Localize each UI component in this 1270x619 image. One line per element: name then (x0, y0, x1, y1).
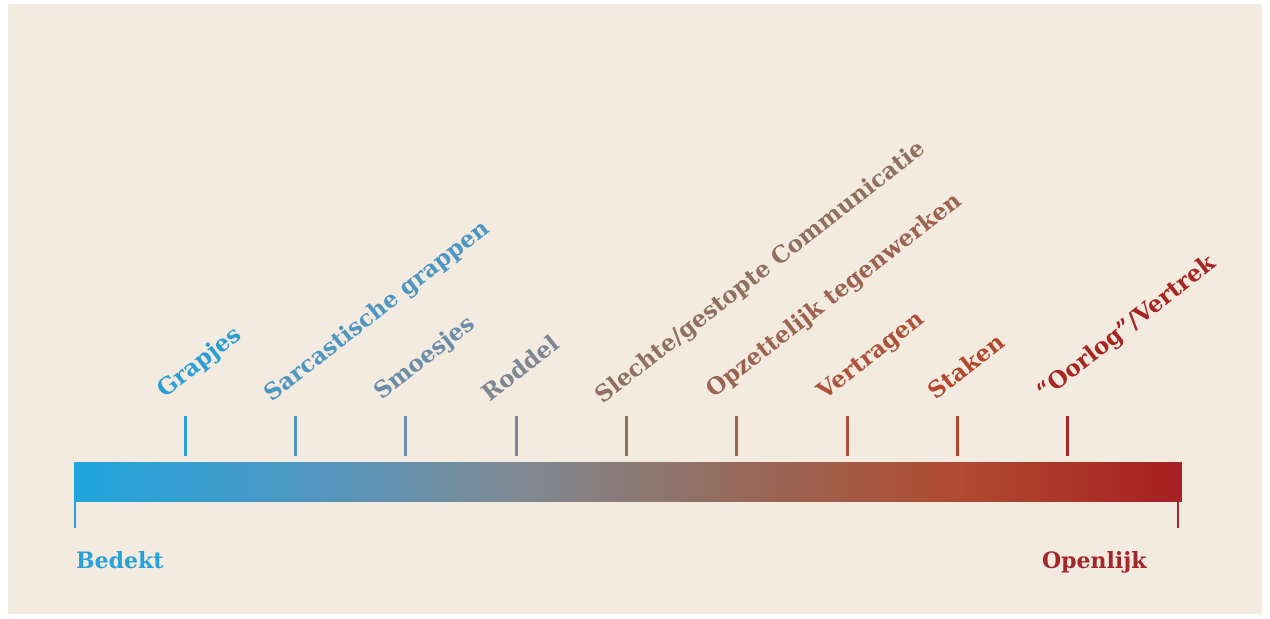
end-tick (1177, 502, 1179, 528)
label-bedekt: Bedekt (76, 548, 164, 574)
tick-grapjes (184, 416, 187, 456)
tick-staken (956, 416, 959, 456)
tick-vertragen (846, 416, 849, 456)
tick-roddel (515, 416, 518, 456)
spectrum-bar (74, 462, 1182, 502)
tick-opzettelijk-tegenwerken (735, 416, 738, 456)
tick-sarcastische-grappen (294, 416, 297, 456)
tick-slechte-communicatie (625, 416, 628, 456)
tick-smoesjes (404, 416, 407, 456)
diagram-panel (8, 4, 1262, 614)
label-openlijk: Openlijk (1042, 548, 1147, 574)
start-tick (74, 502, 76, 528)
tick-oorlog-vertrek (1066, 416, 1069, 456)
